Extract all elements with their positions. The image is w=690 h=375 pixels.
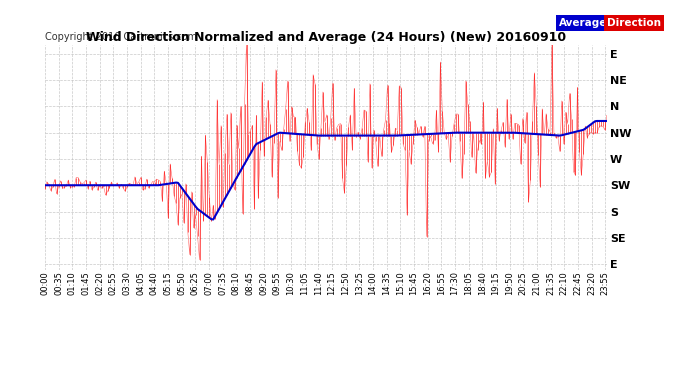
Text: Direction: Direction xyxy=(607,18,661,28)
Text: Copyright 2016 Cartronics.com: Copyright 2016 Cartronics.com xyxy=(45,32,197,42)
Text: Average: Average xyxy=(559,18,607,28)
Title: Wind Direction Normalized and Average (24 Hours) (New) 20160910: Wind Direction Normalized and Average (2… xyxy=(86,31,566,44)
